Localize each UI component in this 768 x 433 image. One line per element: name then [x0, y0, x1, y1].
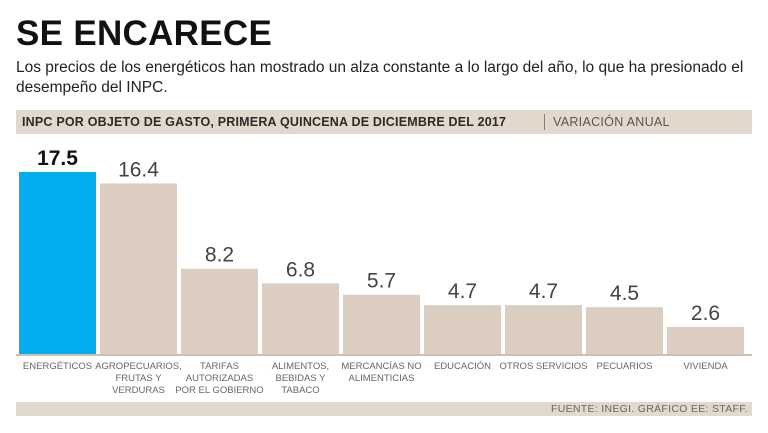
bar-value-label: 16.4 [118, 158, 159, 181]
bar-5 [343, 294, 420, 354]
category-label: TARIFAS AUTORIZADAS POR EL GOBIERNO [175, 361, 263, 396]
header-divider [544, 114, 545, 130]
bar-value-label: 17.5 [37, 147, 78, 170]
bar-7 [505, 305, 582, 354]
category-label: OTROS SERVICIOS [500, 361, 588, 372]
bar-value-label: 5.7 [367, 270, 396, 293]
chart-baseline [16, 354, 752, 356]
source-note: FUENTE: INEGI. GRÁFICO EE: STAFF. [551, 403, 748, 415]
category-label: ALIMENTOS, BEBIDAS Y TABACO [272, 361, 329, 396]
category-label: VIVIENDA [683, 361, 728, 372]
bar-2 [100, 183, 177, 354]
bar-value-label: 2.6 [691, 302, 720, 325]
bar-8 [586, 307, 663, 354]
category-label: AGROPECUARIOS, FRUTAS Y VERDURAS [95, 361, 182, 396]
page-subtitle: Los precios de los energéticos han mostr… [16, 59, 744, 96]
chart-title: INPC POR OBJETO DE GASTO, PRIMERA QUINCE… [22, 115, 507, 129]
bar-value-label: 4.5 [610, 282, 639, 305]
chart-header-band: INPC POR OBJETO DE GASTO, PRIMERA QUINCE… [16, 110, 752, 134]
bar-9 [667, 326, 744, 354]
footer-band: FUENTE: INEGI. GRÁFICO EE: STAFF. [16, 402, 752, 416]
page-title: SE ENCARECE [16, 14, 273, 53]
bar-value-label: 4.7 [448, 280, 477, 303]
bar-4 [262, 283, 339, 354]
bar-value-label: 4.7 [529, 280, 558, 303]
category-label: ENERGÉTICOS [23, 361, 92, 372]
category-label: PECUARIOS [597, 361, 653, 372]
category-label: EDUCACIÓN [434, 361, 491, 372]
category-label: MERCANCÍAS NO ALIMENTICIAS [341, 361, 421, 384]
bar-value-label: 8.2 [205, 244, 234, 267]
bar-3 [181, 268, 258, 354]
bar-value-label: 6.8 [286, 258, 315, 281]
chart-subtitle: VARIACIÓN ANUAL [553, 115, 670, 129]
bar-6 [424, 305, 501, 354]
bar-1 [19, 172, 96, 354]
